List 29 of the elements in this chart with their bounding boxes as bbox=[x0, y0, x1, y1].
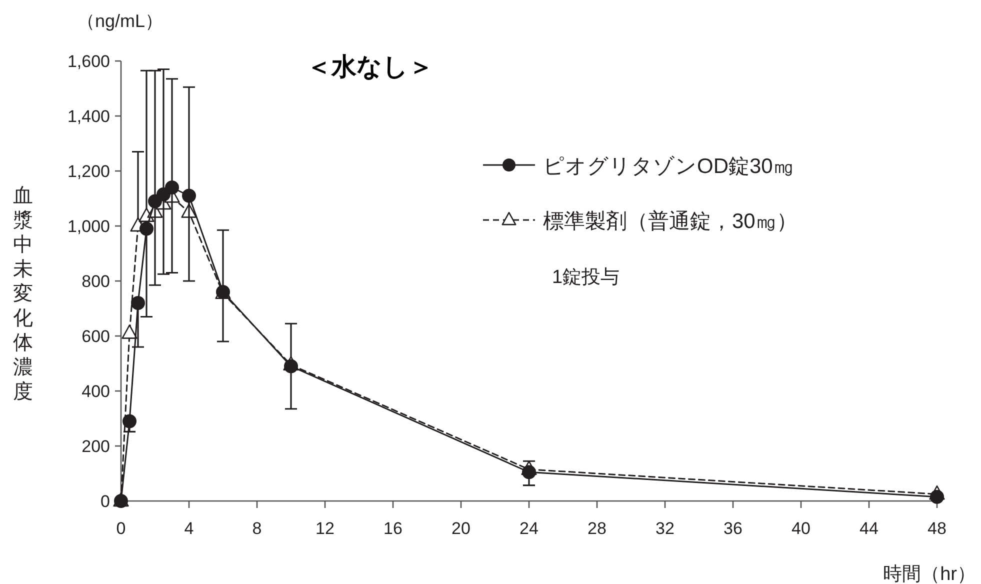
y-tick-label: 800 bbox=[82, 272, 110, 291]
y-tick-label: 1,600 bbox=[67, 52, 110, 71]
x-tick-label: 12 bbox=[316, 519, 334, 538]
y-tick-label: 0 bbox=[100, 492, 110, 511]
y-tick-label: 400 bbox=[82, 382, 110, 401]
x-tick-label: 16 bbox=[384, 519, 402, 538]
annotation: 1錠投与 bbox=[552, 267, 620, 288]
title: ＜水なし＞ bbox=[306, 53, 434, 81]
legend-label: ピオグリタゾンOD錠30㎎ bbox=[543, 155, 794, 178]
x-tick-label: 8 bbox=[252, 519, 262, 538]
y-axis-title: 血漿中未変化体濃度 bbox=[13, 185, 33, 403]
y-tick-label: 1,200 bbox=[67, 162, 110, 181]
x-tick-label: 24 bbox=[520, 519, 538, 538]
legend-label: 標準製剤（普通錠，30㎎） bbox=[543, 210, 798, 233]
x-tick-label: 0 bbox=[116, 519, 126, 538]
annotation: （ng/mL） bbox=[76, 11, 164, 31]
x-tick-label: 28 bbox=[588, 519, 606, 538]
x-tick-label: 32 bbox=[656, 519, 674, 538]
x-tick-label: 40 bbox=[792, 519, 810, 538]
x-tick-label: 44 bbox=[860, 519, 878, 538]
x-tick-label: 20 bbox=[452, 519, 470, 538]
x-tick-label: 48 bbox=[928, 519, 946, 538]
y-tick-label: 1,000 bbox=[67, 217, 110, 236]
x-tick-label: 4 bbox=[184, 519, 194, 538]
x-tick-label: 36 bbox=[724, 519, 742, 538]
x-axis-title: 時間（hr） bbox=[883, 564, 976, 584]
y-tick-label: 1,400 bbox=[67, 107, 110, 126]
y-tick-label: 200 bbox=[82, 437, 110, 456]
y-tick-label: 600 bbox=[82, 327, 110, 346]
